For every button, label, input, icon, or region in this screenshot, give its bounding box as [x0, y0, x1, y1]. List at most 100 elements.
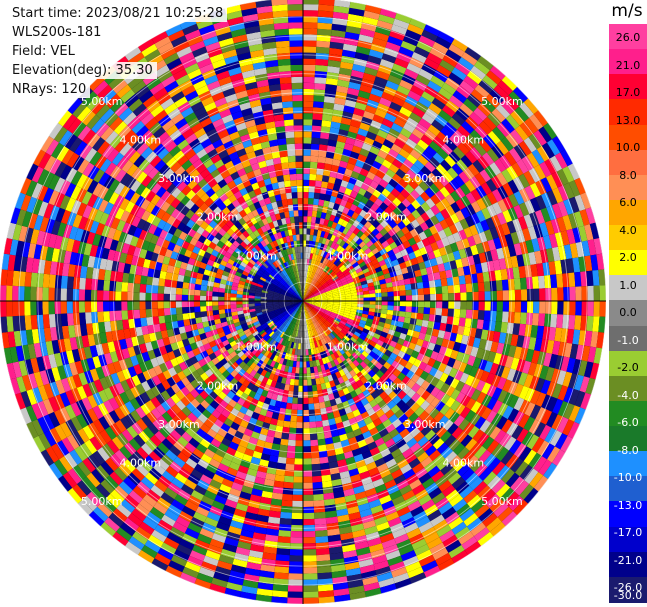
range-gate-cell	[243, 356, 251, 364]
range-gate-cell	[227, 358, 236, 366]
range-gate-cell	[294, 292, 299, 297]
range-gate-cell	[319, 278, 325, 284]
range-gate-cell	[237, 196, 246, 205]
range-gate-cell	[303, 301, 309, 305]
range-gate-cell	[293, 113, 303, 120]
range-gate-cell	[298, 301, 303, 306]
range-gate-cell	[296, 240, 301, 247]
range-gate-cell	[347, 318, 354, 324]
range-gate-cell	[393, 215, 402, 225]
range-gate-cell	[325, 290, 332, 294]
range-gate-cell	[307, 216, 312, 223]
range-gate-cell	[285, 275, 290, 282]
range-gate-cell	[316, 320, 321, 327]
range-gate-cell	[90, 301, 98, 313]
range-gate-cell	[230, 224, 239, 233]
range-gate-cell	[331, 221, 338, 229]
range-gate-cell	[520, 289, 528, 301]
range-gate-cell	[388, 382, 398, 391]
range-gate-cell	[272, 261, 279, 268]
range-gate-cell	[350, 259, 357, 266]
range-gate-cell	[352, 227, 361, 236]
range-gate-cell	[289, 216, 295, 224]
range-gate-cell	[318, 277, 324, 283]
range-gate-cell	[317, 389, 324, 397]
range-gate-cell	[169, 287, 177, 295]
range-gate-cell	[375, 266, 383, 273]
range-gate-cell	[296, 179, 303, 186]
range-gate-cell	[324, 356, 331, 364]
range-gate-cell	[359, 209, 368, 218]
range-gate-cell	[325, 252, 331, 259]
range-gate-cell	[265, 183, 274, 192]
range-gate-cell	[371, 365, 380, 374]
range-gate-cell	[270, 282, 277, 288]
range-gate-cell	[184, 324, 192, 333]
range-gate-cell	[314, 297, 321, 300]
range-gate-cell	[388, 373, 398, 383]
range-gate-cell	[218, 287, 226, 293]
range-gate-cell	[310, 286, 315, 292]
range-gate-cell	[314, 254, 318, 261]
range-gate-cell	[318, 339, 323, 347]
range-gate-cell	[206, 285, 214, 292]
range-gate-cell	[484, 301, 491, 311]
range-gate-cell	[326, 182, 335, 190]
range-gate-cell	[364, 220, 372, 229]
range-gate-cell	[243, 312, 251, 317]
range-gate-cell	[316, 312, 322, 318]
range-gate-cell	[178, 326, 186, 334]
range-gate-cell	[270, 234, 276, 242]
range-gate-cell	[253, 320, 260, 326]
range-gate-cell	[242, 297, 249, 301]
range-gate-cell	[239, 406, 248, 415]
range-gate-cell	[278, 272, 284, 279]
range-gate-cell	[221, 215, 230, 224]
range-gate-cell	[292, 253, 297, 260]
range-gate-cell	[349, 286, 357, 291]
range-gate-cell	[282, 205, 289, 213]
range-gate-cell	[271, 412, 280, 420]
range-gate-cell	[399, 235, 408, 244]
range-gate-cell	[288, 267, 293, 274]
range-gate-cell	[551, 301, 558, 315]
range-gate-cell	[277, 138, 287, 146]
range-gate-cell	[271, 325, 278, 331]
range-gate-cell	[315, 274, 320, 281]
range-gate-cell	[332, 304, 340, 307]
range-gate-cell	[424, 294, 431, 301]
range-gate-cell	[97, 279, 105, 291]
range-gate-cell	[267, 308, 275, 313]
range-gate-cell	[304, 312, 307, 319]
range-gate-cell	[290, 299, 297, 301]
range-gate-cell	[283, 113, 294, 121]
range-gate-cell	[288, 288, 294, 294]
range-gate-cell	[238, 384, 247, 393]
range-gate-cell	[331, 338, 338, 346]
range-gate-cell	[307, 292, 312, 297]
range-gate-cell	[268, 288, 275, 292]
range-gate-cell	[307, 265, 311, 272]
range-gate-cell	[187, 364, 197, 374]
range-gate-cell	[298, 296, 303, 301]
range-gate-cell	[316, 327, 322, 334]
range-gate-cell	[204, 215, 213, 225]
range-gate-cell	[260, 369, 268, 377]
range-gate-cell	[333, 243, 340, 251]
range-gate-cell	[274, 309, 281, 314]
range-gate-cell	[306, 305, 311, 311]
range-gate-cell	[280, 511, 292, 519]
range-gate-cell	[329, 380, 336, 388]
range-gate-cell	[176, 313, 184, 321]
range-gate-cell	[308, 277, 312, 284]
range-gate-cell	[285, 283, 291, 289]
range-gate-cell	[303, 185, 309, 193]
range-gate-cell	[199, 301, 207, 307]
range-gate-cell	[208, 352, 217, 361]
range-gate-cell	[393, 295, 400, 301]
range-gate-cell	[254, 333, 261, 340]
range-gate-cell	[238, 264, 246, 271]
range-gate-cell	[303, 288, 305, 295]
range-gate-cell	[399, 332, 407, 341]
range-gate-cell	[308, 324, 311, 331]
